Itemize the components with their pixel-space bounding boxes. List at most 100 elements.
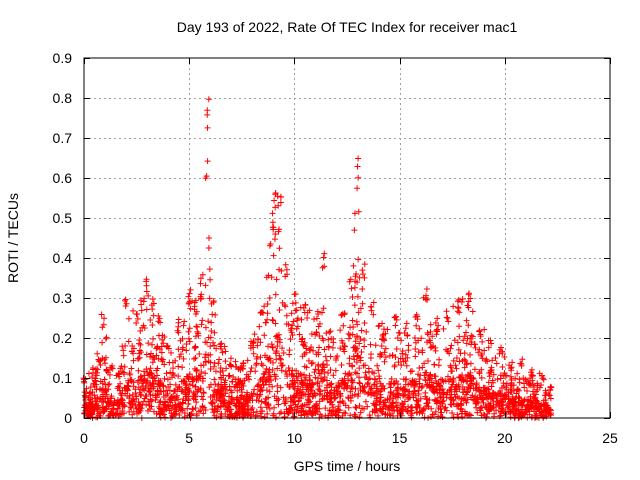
data-point xyxy=(340,322,347,329)
data-point xyxy=(237,366,244,373)
data-point xyxy=(218,340,225,347)
data-point xyxy=(501,354,508,361)
data-point xyxy=(310,392,317,399)
data-point xyxy=(352,404,359,411)
data-point xyxy=(356,379,363,386)
data-point xyxy=(147,316,154,323)
data-point xyxy=(238,386,245,393)
data-point xyxy=(355,256,362,263)
data-point xyxy=(505,403,512,410)
data-point xyxy=(213,396,220,403)
data-point xyxy=(356,340,363,347)
data-point xyxy=(471,397,478,404)
data-point xyxy=(267,240,274,247)
data-point xyxy=(486,370,493,377)
data-point xyxy=(386,395,393,402)
data-point xyxy=(363,328,370,335)
data-point xyxy=(330,339,337,346)
data-point xyxy=(354,185,361,192)
data-point xyxy=(351,391,358,398)
data-point xyxy=(415,337,422,344)
data-point xyxy=(461,364,468,371)
data-point xyxy=(185,396,192,403)
data-point xyxy=(489,389,496,396)
data-point xyxy=(116,400,123,407)
data-point xyxy=(481,347,488,354)
data-point xyxy=(149,322,156,329)
data-point xyxy=(354,393,361,400)
data-point xyxy=(227,387,234,394)
data-point xyxy=(348,285,355,292)
data-point xyxy=(111,397,118,404)
data-point xyxy=(518,360,525,367)
data-point xyxy=(278,267,285,274)
data-point xyxy=(325,336,332,343)
data-point xyxy=(277,355,284,362)
data-point xyxy=(447,345,454,352)
data-point xyxy=(287,402,294,409)
data-point xyxy=(85,370,92,377)
data-point xyxy=(163,370,170,377)
data-point xyxy=(472,400,479,407)
data-point xyxy=(115,383,122,390)
data-point xyxy=(249,340,256,347)
data-point xyxy=(251,386,258,393)
data-point xyxy=(167,399,174,406)
data-point xyxy=(414,409,421,416)
data-point xyxy=(244,389,251,396)
data-point xyxy=(151,356,158,363)
data-point xyxy=(320,337,327,344)
data-point xyxy=(161,361,168,368)
data-point xyxy=(321,373,328,380)
data-point xyxy=(360,271,367,278)
data-point xyxy=(493,360,500,367)
data-point xyxy=(431,361,438,368)
data-point xyxy=(159,382,166,389)
data-point xyxy=(464,388,471,395)
data-point xyxy=(459,295,466,302)
data-point xyxy=(450,400,457,407)
data-point xyxy=(542,399,549,406)
data-point xyxy=(463,361,470,368)
data-point xyxy=(413,397,420,404)
data-point xyxy=(476,368,483,375)
data-point xyxy=(499,402,506,409)
data-point xyxy=(416,325,423,332)
data-point xyxy=(199,375,206,382)
data-point xyxy=(119,368,126,375)
data-point xyxy=(486,402,493,409)
data-point xyxy=(403,362,410,369)
data-point xyxy=(178,351,185,358)
data-point xyxy=(419,407,426,414)
data-point xyxy=(332,357,339,363)
data-point xyxy=(271,236,278,243)
data-point xyxy=(393,404,400,411)
data-point xyxy=(491,410,498,417)
data-point xyxy=(265,376,272,383)
data-point xyxy=(365,379,372,386)
data-point xyxy=(404,396,411,403)
data-point xyxy=(154,387,161,394)
data-point xyxy=(400,358,407,365)
data-point xyxy=(305,399,312,406)
data-point xyxy=(336,383,343,390)
data-point xyxy=(398,337,405,344)
data-point xyxy=(459,357,466,364)
data-point xyxy=(529,372,536,379)
data-point xyxy=(122,296,129,303)
data-point xyxy=(287,327,294,334)
data-point xyxy=(278,409,285,416)
data-point xyxy=(405,381,412,388)
data-point xyxy=(147,350,154,357)
data-point xyxy=(395,359,402,366)
data-point xyxy=(97,385,104,392)
data-point xyxy=(353,318,360,325)
data-point xyxy=(218,410,225,417)
y-tick-label: 0.6 xyxy=(53,170,73,186)
data-point xyxy=(382,345,389,352)
data-point xyxy=(158,349,165,356)
data-point xyxy=(193,308,200,315)
x-axis-label: GPS time / hours xyxy=(294,458,401,474)
data-point xyxy=(186,381,193,388)
